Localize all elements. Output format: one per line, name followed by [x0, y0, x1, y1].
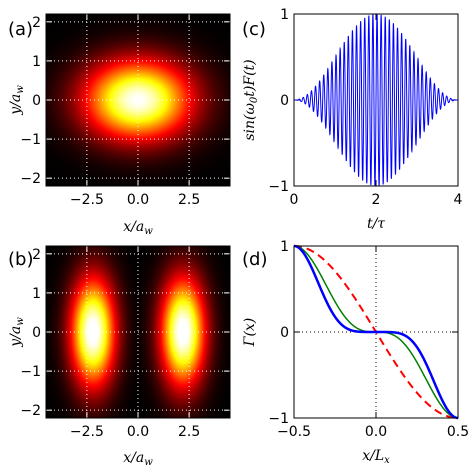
x-tick-label: 4	[454, 192, 463, 208]
x-tick-label: −2.5	[70, 424, 104, 440]
x-tick-label: 0.0	[127, 424, 149, 440]
ticks-a	[46, 14, 230, 186]
y-tick-label: −1	[268, 179, 289, 195]
ytick-labels-d: −1 0 1	[268, 239, 289, 427]
ytick-labels-b: −2 −1 0 1 2	[20, 247, 41, 419]
y-tick-label: 2	[32, 15, 41, 31]
ytick-labels-a: −2 −1 0 1 2	[20, 15, 41, 187]
x-tick-label: 2	[372, 192, 381, 208]
panel-d-label: (d)	[242, 249, 267, 270]
zero-lines-d	[294, 246, 458, 418]
y-axis-label-c: sin(ω0t)F(t)	[242, 59, 260, 140]
grid-b	[46, 246, 230, 418]
y-axis-label-a: y/aw	[8, 85, 26, 116]
axes-frame-a	[45, 13, 231, 187]
grid-a	[46, 14, 230, 186]
y-tick-label: 0	[32, 325, 41, 341]
x-tick-label: −2.5	[70, 192, 104, 208]
y-tick-label: −2	[20, 403, 41, 419]
xtick-labels-a: −2.5 0.0 2.5	[70, 192, 200, 208]
y-tick-label: 0	[280, 325, 289, 341]
panel-b-label: (b)	[8, 249, 33, 270]
y-tick-label: 1	[280, 7, 289, 23]
x-tick-label: 2.5	[178, 424, 200, 440]
series-line-d-blue	[293, 244, 459, 420]
axes-frame-b	[45, 245, 231, 419]
y-tick-label: −1	[20, 364, 41, 380]
y-tick-label: 2	[32, 247, 41, 263]
x-axis-label-d: x/Lx	[362, 448, 390, 466]
panel-b: (b) −2.5 0.0 2.5 −2 −1 0 1 2 x/aw y/aw	[8, 245, 231, 468]
x-tick-label: 2.5	[178, 192, 200, 208]
panel-a-label: (a)	[8, 19, 33, 40]
y-tick-label: 1	[32, 286, 41, 302]
panel-c-label: (c)	[242, 19, 266, 40]
panel-a: (a) −2.5 0.0 2.5 −2 −1 0 1 2 x/aw y/aw	[8, 13, 231, 237]
ytick-labels-c: −1 0 1	[268, 7, 289, 195]
y-tick-label: 1	[32, 54, 41, 70]
axes-frame-d	[293, 245, 459, 419]
ticks-b	[46, 246, 230, 418]
xtick-labels-c: 0 2 4	[290, 192, 463, 208]
y-tick-label: 1	[280, 239, 289, 255]
x-tick-label: 0.0	[127, 192, 149, 208]
y-axis-label-b: y/aw	[8, 317, 26, 348]
x-axis-label-b: x/aw	[123, 450, 153, 468]
axes-frame-c	[293, 13, 459, 187]
xtick-labels-d: −0.5 0.0 0.5	[277, 424, 469, 440]
y-tick-label: −2	[20, 171, 41, 187]
x-axis-label-c: t/τ	[367, 216, 385, 232]
x-tick-label: 0	[290, 192, 299, 208]
y-tick-label: 0	[32, 93, 41, 109]
x-axis-label-a: x/aw	[123, 219, 153, 237]
x-tick-label: −0.5	[277, 424, 311, 440]
xtick-labels-b: −2.5 0.0 2.5	[70, 424, 200, 440]
y-axis-label-d: Γ(x)	[242, 318, 258, 348]
x-tick-label: 0.0	[365, 424, 387, 440]
x-tick-label: 0.5	[447, 424, 469, 440]
y-tick-label: −1	[268, 411, 289, 427]
panel-d: (d) −0.5 0.0 0.5 −1 0 1 x/Lx Γ(x)	[242, 239, 469, 466]
y-tick-label: 0	[280, 93, 289, 109]
y-tick-label: −1	[20, 132, 41, 148]
series-line-c	[294, 13, 458, 187]
